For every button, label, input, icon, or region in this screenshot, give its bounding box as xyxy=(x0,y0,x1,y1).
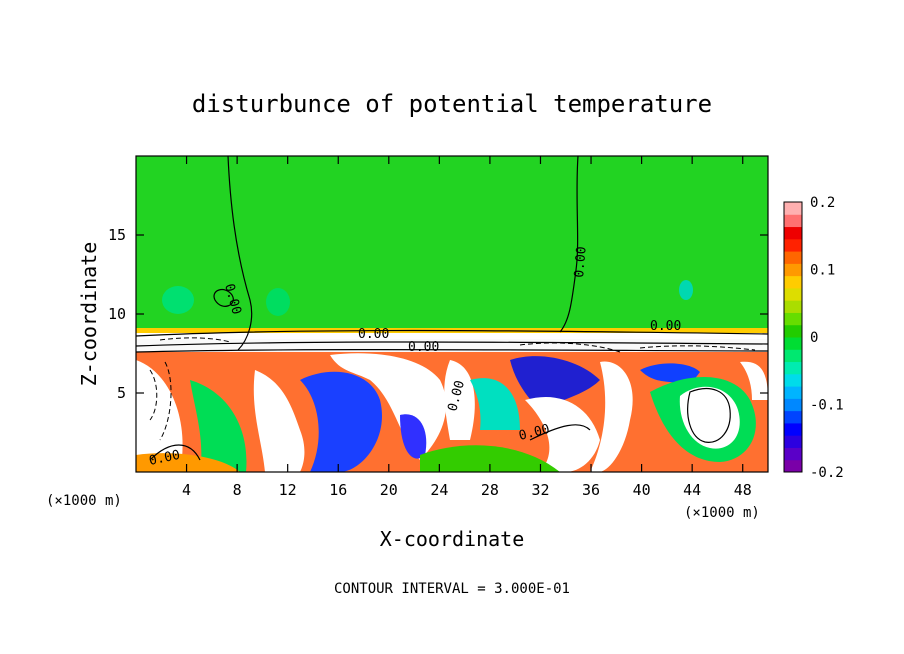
x-tick-label: 20 xyxy=(380,481,398,499)
colorbar-swatch xyxy=(784,361,802,375)
upper-anomaly xyxy=(266,288,290,316)
x-tick-label: 8 xyxy=(233,481,242,499)
colorbar: 0.2 0.1 0 -0.1 -0.2 xyxy=(783,195,844,481)
contour-label: 0.00 xyxy=(517,422,551,444)
x-tick-label: 36 xyxy=(582,481,600,499)
inversion-band xyxy=(136,333,768,339)
x-tick-label: 32 xyxy=(531,481,549,499)
x-tick-label: 24 xyxy=(430,481,448,499)
contour-label: 0.00 xyxy=(572,246,590,279)
colorbar-swatch xyxy=(784,435,802,448)
y-axis-label: Z-coordinate xyxy=(77,242,101,387)
colorbar-swatch xyxy=(784,202,802,215)
x-tick-label: 12 xyxy=(279,481,297,499)
colorbar-swatch xyxy=(784,459,802,473)
colorbar-swatch xyxy=(784,263,802,277)
colorbar-swatch xyxy=(784,214,802,228)
colorbar-tick-label: 0.1 xyxy=(810,263,835,279)
colorbar-tick-label: -0.1 xyxy=(810,398,844,414)
x-tick-label: 40 xyxy=(633,481,651,499)
colorbar-tick-label: 0.2 xyxy=(810,195,835,211)
colorbar-swatch xyxy=(784,410,802,424)
x-axis-label: X-coordinate xyxy=(380,527,525,551)
contour-label: 0.00 xyxy=(148,448,182,469)
plot-area xyxy=(136,156,768,472)
x-tick-label: 48 xyxy=(734,481,752,499)
x-tick-label: 44 xyxy=(683,481,701,499)
contour-label: 0.00 xyxy=(408,340,439,355)
x-axis-unit-right: (×1000 m) xyxy=(684,505,760,521)
upper-anomaly xyxy=(679,280,693,300)
contour-interval-text: CONTOUR INTERVAL = 3.000E-01 xyxy=(334,581,570,597)
colorbar-swatch xyxy=(784,349,802,363)
contour-label: 0.00 xyxy=(358,327,389,342)
y-tick-label: 5 xyxy=(117,384,126,402)
colorbar-tick-label: 0 xyxy=(810,330,818,346)
dashed-contours xyxy=(149,337,756,441)
colorbar-swatch xyxy=(784,386,802,399)
x-tick-label: 4 xyxy=(182,481,191,499)
contour-lines xyxy=(136,156,768,461)
colorbar-swatch xyxy=(784,337,802,350)
colorbar-swatch xyxy=(784,324,802,338)
colorbar-swatch xyxy=(784,300,802,313)
colorbar-frame xyxy=(783,201,803,473)
colorbar-swatch xyxy=(784,238,802,252)
turbulence-cells xyxy=(136,353,768,472)
colorbar-swatch xyxy=(784,275,802,289)
x-tick-label: 28 xyxy=(481,481,499,499)
y-tick-label: 15 xyxy=(108,226,126,244)
colorbar-swatch xyxy=(784,373,802,387)
colorbar-swatch xyxy=(784,287,802,301)
upper-anomaly xyxy=(162,286,194,314)
colorbar-swatch xyxy=(784,398,802,412)
colorbar-swatch xyxy=(784,447,802,461)
y-tick-label: 10 xyxy=(108,305,126,323)
colorbar-tick-label: -0.2 xyxy=(810,465,844,481)
colorbar-swatch xyxy=(784,251,802,264)
x-axis: 4 8 12 16 20 24 28 32 36 40 44 48 xyxy=(182,156,752,499)
colorbar-swatch xyxy=(784,226,802,240)
colorbar-swatch xyxy=(784,312,802,326)
chart-title: disturbunce of potential temperature xyxy=(192,90,712,118)
x-axis-unit-left: (×1000 m) xyxy=(46,493,122,509)
colorbar-swatch xyxy=(784,422,802,436)
x-tick-label: 16 xyxy=(329,481,347,499)
contour-label: 0.00 xyxy=(650,319,681,334)
y-axis: 5 10 15 xyxy=(108,226,768,402)
